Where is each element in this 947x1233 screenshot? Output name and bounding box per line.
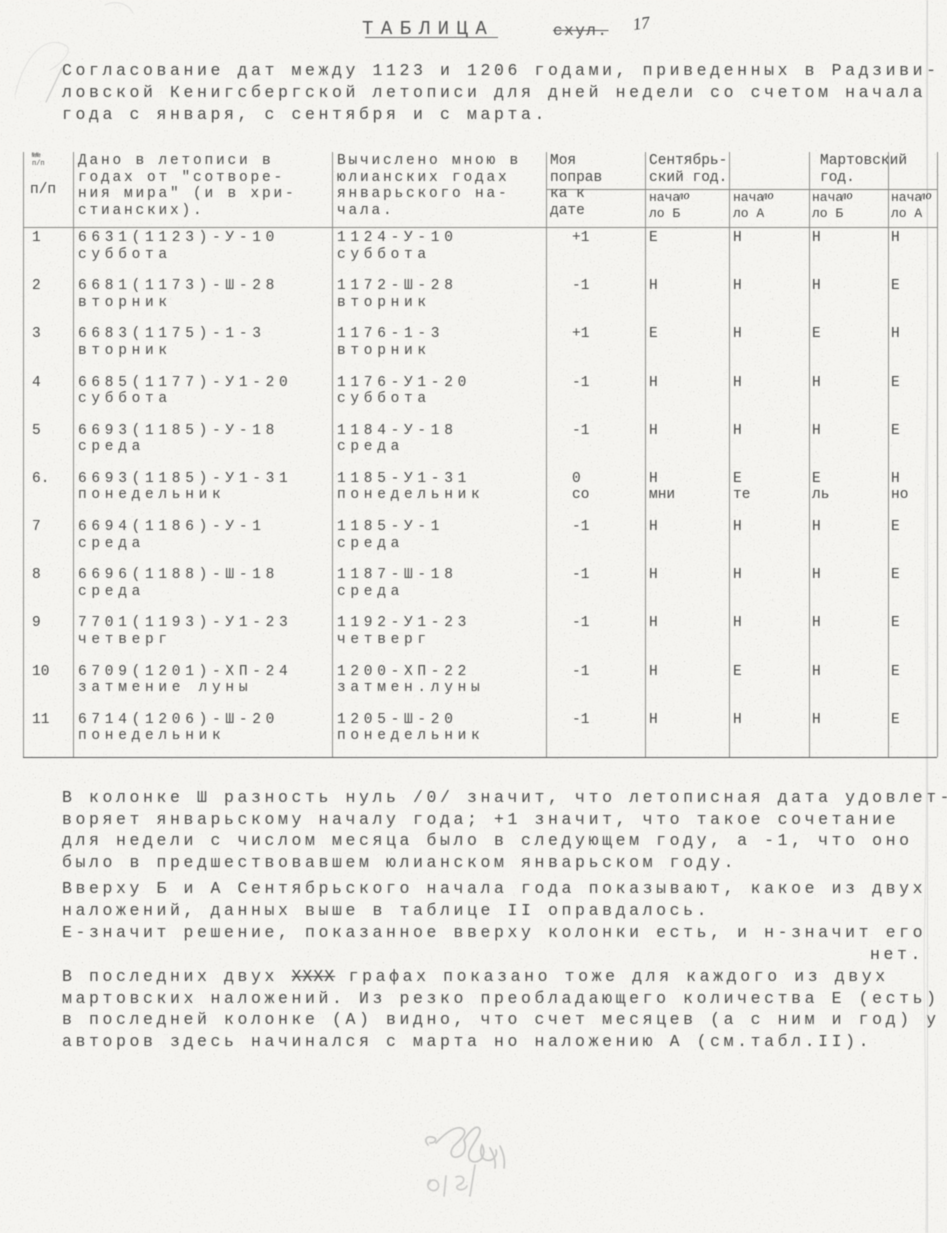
svg-text:ло: ло bbox=[762, 188, 774, 202]
svg-text:ло: ло bbox=[920, 188, 932, 202]
svg-text:ло: ло bbox=[841, 188, 853, 202]
svg-text:ло: ло bbox=[678, 188, 690, 202]
